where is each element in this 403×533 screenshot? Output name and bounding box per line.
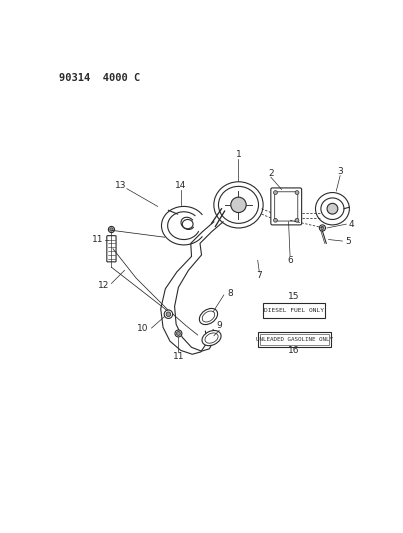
Circle shape — [321, 227, 324, 230]
Text: 10: 10 — [137, 324, 148, 333]
Ellipse shape — [202, 330, 221, 346]
Text: 6: 6 — [287, 256, 293, 265]
Text: 15: 15 — [288, 292, 300, 301]
Circle shape — [274, 191, 277, 195]
Text: 8: 8 — [227, 289, 233, 298]
Circle shape — [295, 219, 299, 222]
Text: 90314  4000 C: 90314 4000 C — [59, 73, 140, 83]
Text: UNLEADED GASOLINE ONLY: UNLEADED GASOLINE ONLY — [256, 337, 333, 342]
Text: 5: 5 — [345, 237, 351, 246]
Text: 7: 7 — [256, 271, 262, 280]
Circle shape — [231, 197, 246, 213]
FancyBboxPatch shape — [258, 332, 331, 348]
Circle shape — [295, 191, 299, 195]
Text: 9: 9 — [216, 321, 222, 330]
FancyBboxPatch shape — [271, 188, 301, 225]
FancyBboxPatch shape — [107, 236, 116, 262]
Circle shape — [274, 219, 277, 222]
Circle shape — [110, 228, 113, 231]
Text: 3: 3 — [337, 167, 343, 176]
FancyBboxPatch shape — [263, 303, 325, 318]
Circle shape — [164, 310, 172, 318]
Text: 4: 4 — [349, 220, 355, 229]
Text: 1: 1 — [236, 150, 241, 159]
Ellipse shape — [316, 192, 349, 225]
Ellipse shape — [218, 187, 258, 223]
Text: 13: 13 — [115, 181, 127, 190]
Text: 11: 11 — [92, 235, 103, 244]
Circle shape — [319, 225, 326, 231]
Text: DIESEL FUEL ONLY: DIESEL FUEL ONLY — [264, 308, 324, 313]
Text: 12: 12 — [98, 281, 110, 290]
Circle shape — [175, 330, 182, 337]
Circle shape — [166, 312, 171, 317]
Text: 14: 14 — [175, 181, 187, 190]
Text: 16: 16 — [288, 346, 300, 355]
Circle shape — [108, 227, 114, 232]
Ellipse shape — [205, 333, 218, 343]
Text: 2: 2 — [268, 169, 274, 178]
Circle shape — [327, 203, 338, 214]
Text: 11: 11 — [172, 352, 184, 361]
Ellipse shape — [214, 182, 263, 228]
Ellipse shape — [199, 309, 218, 325]
Ellipse shape — [321, 198, 344, 220]
Circle shape — [177, 332, 181, 335]
Ellipse shape — [182, 220, 193, 229]
Ellipse shape — [202, 311, 215, 322]
